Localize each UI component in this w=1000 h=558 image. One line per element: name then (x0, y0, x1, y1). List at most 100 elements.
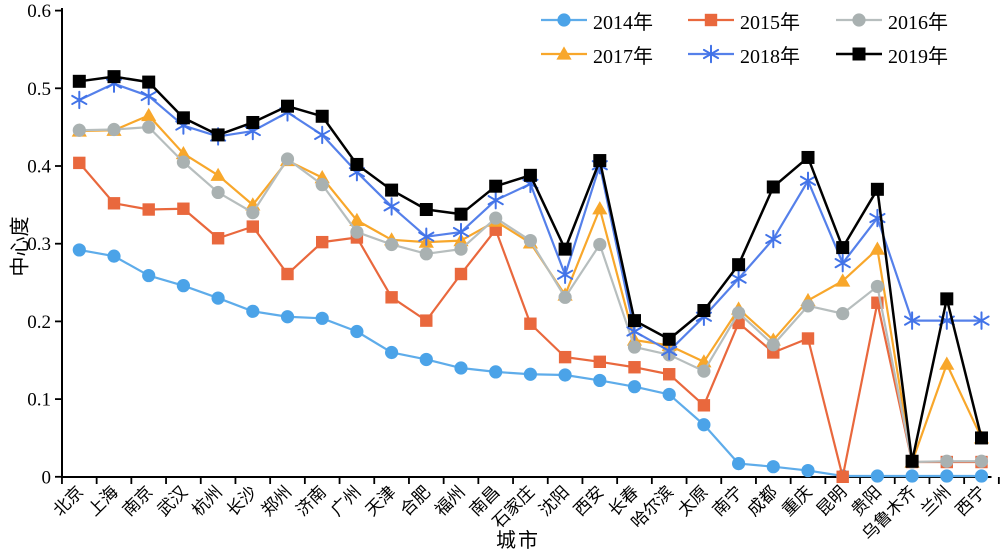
asterisk-marker (556, 265, 574, 284)
x-tick-label: 杭州 (188, 482, 225, 519)
square-marker (454, 207, 468, 221)
circle-marker (732, 306, 746, 320)
square-marker (870, 182, 884, 196)
square-marker (176, 111, 190, 125)
square-marker (454, 267, 468, 281)
circle-marker (852, 13, 866, 27)
circle-marker (142, 268, 156, 283)
y-tick-label: 0 (42, 467, 52, 488)
circle-marker (454, 361, 468, 375)
series-2019 (72, 70, 988, 468)
circle-marker (419, 247, 433, 261)
circle-marker (489, 211, 503, 225)
circle-marker (72, 123, 86, 137)
square-marker (419, 203, 433, 217)
square-marker (732, 258, 746, 272)
circle-marker (246, 304, 260, 318)
x-tick-label: 济南 (293, 482, 330, 519)
square-marker (420, 314, 433, 327)
x-tick-label: 上海 (84, 482, 121, 519)
asterisk-marker (661, 341, 678, 361)
circle-marker (176, 279, 190, 293)
triangle-marker (835, 273, 851, 287)
y-tick-label: 0.2 (27, 312, 51, 333)
legend-marker (688, 44, 734, 64)
circle-marker (72, 243, 86, 257)
square-marker (315, 109, 329, 123)
circle-marker (246, 206, 260, 220)
circle-marker (627, 380, 642, 394)
triangle-marker (939, 356, 955, 370)
square-marker (593, 154, 607, 168)
circle-marker (211, 291, 225, 305)
circle-marker (176, 155, 190, 169)
circle-marker (870, 279, 885, 294)
circle-marker (419, 352, 433, 367)
square-marker (940, 292, 954, 306)
circle-marker (280, 152, 295, 166)
legend-item-2018: 2018年 (687, 40, 835, 69)
asterisk-marker (71, 90, 88, 110)
legend-label: 2016年 (888, 11, 948, 34)
circle-marker (940, 454, 954, 468)
triangle-marker (556, 46, 572, 60)
y-tick-label: 0.5 (27, 79, 51, 100)
circle-marker (523, 233, 538, 248)
legend-marker (688, 13, 734, 27)
legend-item-2019: 2019年 (835, 40, 985, 69)
square-marker (177, 202, 190, 215)
x-tick-label: 成都 (744, 482, 781, 519)
circle-marker (974, 454, 989, 468)
asterisk-marker (418, 227, 435, 246)
x-tick-label: 合肥 (397, 482, 434, 519)
x-tick-label: 福州 (431, 482, 468, 519)
triangle-marker (175, 145, 191, 160)
square-marker (558, 242, 572, 256)
square-marker (72, 74, 86, 88)
square-marker (852, 47, 866, 61)
circle-marker (558, 290, 572, 304)
x-tick-label: 郑州 (258, 482, 295, 519)
x-tick-label: 南宁 (709, 482, 746, 519)
circle-marker (801, 463, 815, 478)
legend-marker (836, 13, 882, 27)
legend-marker (836, 47, 882, 61)
circle-marker (593, 237, 607, 252)
square-marker (281, 99, 294, 113)
x-tick-label: 南京 (119, 482, 156, 519)
series-2014 (72, 243, 989, 483)
circle-marker (801, 299, 815, 313)
asterisk-marker (140, 86, 157, 106)
square-marker (211, 232, 225, 245)
square-marker (801, 150, 815, 164)
triangle-marker (349, 212, 365, 226)
legend-marker (541, 46, 587, 60)
square-marker (489, 179, 503, 193)
x-tick-label: 兰州 (917, 482, 954, 519)
x-tick-label: 西安 (570, 482, 607, 519)
circle-marker (766, 460, 780, 474)
square-marker (142, 203, 155, 216)
x-tick-label: 重庆 (778, 482, 815, 519)
x-tick-label: 昆明 (813, 482, 850, 519)
square-marker (663, 368, 676, 381)
circle-marker (107, 249, 121, 263)
triangle-marker (869, 241, 885, 255)
x-tick-label: 北京 (50, 482, 87, 519)
y-tick-label: 0.1 (27, 390, 51, 411)
square-marker (801, 332, 815, 345)
circle-marker (385, 237, 399, 252)
square-marker (704, 13, 718, 27)
legend-item-2014: 2014年 (540, 6, 687, 35)
square-marker (73, 156, 86, 170)
circle-marker (697, 418, 711, 432)
circle-marker (280, 310, 295, 324)
circle-marker (870, 469, 885, 483)
legend: 2014年 2015年 2016年 2017年 2018年 2019年 (540, 3, 985, 71)
circle-marker (315, 311, 329, 325)
circle-marker (593, 373, 607, 388)
square-marker (905, 454, 919, 468)
square-marker (246, 115, 260, 129)
asterisk-marker (973, 311, 990, 330)
circle-marker (974, 469, 989, 483)
